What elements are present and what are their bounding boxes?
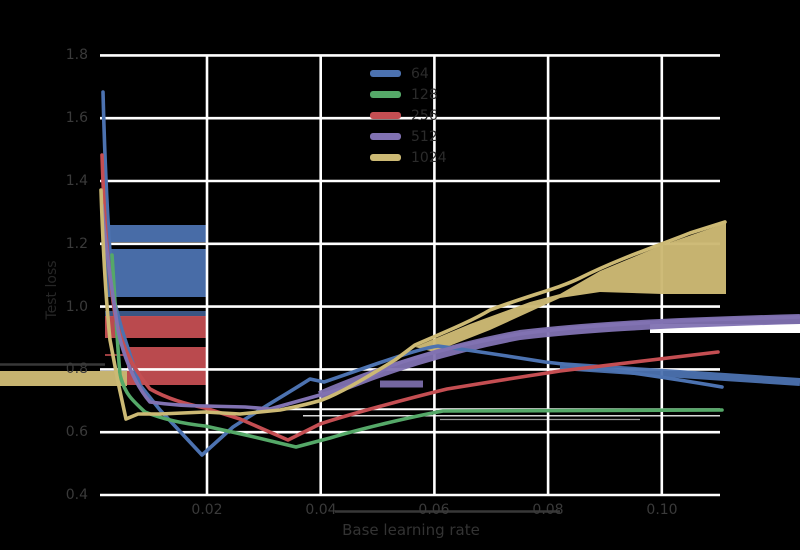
legend-label-128: 128 (411, 86, 438, 103)
y-axis-label: Test loss (44, 260, 60, 320)
legend-row-128: 128 (370, 84, 447, 105)
ytick-0-4: 0.4 (65, 487, 88, 503)
xtick-0-04: 0.04 (305, 502, 337, 518)
legend-label-256: 256 (411, 107, 438, 124)
legend-label-1024: 1024 (411, 149, 447, 166)
legend-row-256: 256 (370, 105, 447, 126)
xtick-0-06: 0.06 (418, 502, 450, 518)
ytick-1-2: 1.2 (65, 236, 88, 252)
dark-artifact-lines (0, 363, 560, 513)
xtick-0-02: 0.02 (191, 502, 223, 518)
band-1024-wedge (415, 223, 726, 352)
series-line-512 (100, 203, 800, 411)
series-line-256 (100, 153, 720, 442)
ytick-0-8: 0.8 (65, 361, 88, 377)
legend-row-64: 64 (370, 63, 447, 84)
legend-swatch-128 (370, 91, 401, 98)
xtick-0-08: 0.08 (532, 502, 564, 518)
legend: 64 128 256 512 1024 (370, 63, 447, 168)
xtick-0-10: 0.10 (646, 502, 678, 518)
legend-swatch-512 (370, 133, 401, 140)
ytick-1-6: 1.6 (65, 110, 88, 126)
x-axis-label: Base learning rate (342, 521, 480, 539)
legend-swatch-1024 (370, 154, 401, 161)
ytick-1-8: 1.8 (65, 47, 88, 63)
legend-row-512: 512 (370, 126, 447, 147)
series-line-1024 (99, 188, 727, 421)
legend-row-1024: 1024 (370, 147, 447, 168)
legend-label-64: 64 (411, 65, 429, 82)
ytick-0-6: 0.6 (65, 424, 88, 440)
legend-swatch-64 (370, 70, 401, 77)
white-band-artifacts (283, 324, 800, 421)
ytick-1-0: 1.0 (65, 299, 88, 315)
ytick-1-4: 1.4 (65, 173, 88, 189)
legend-swatch-256 (370, 112, 401, 119)
uncertainty-bands-left (0, 225, 207, 386)
gridlines (100, 54, 720, 497)
legend-label-512: 512 (411, 128, 438, 145)
